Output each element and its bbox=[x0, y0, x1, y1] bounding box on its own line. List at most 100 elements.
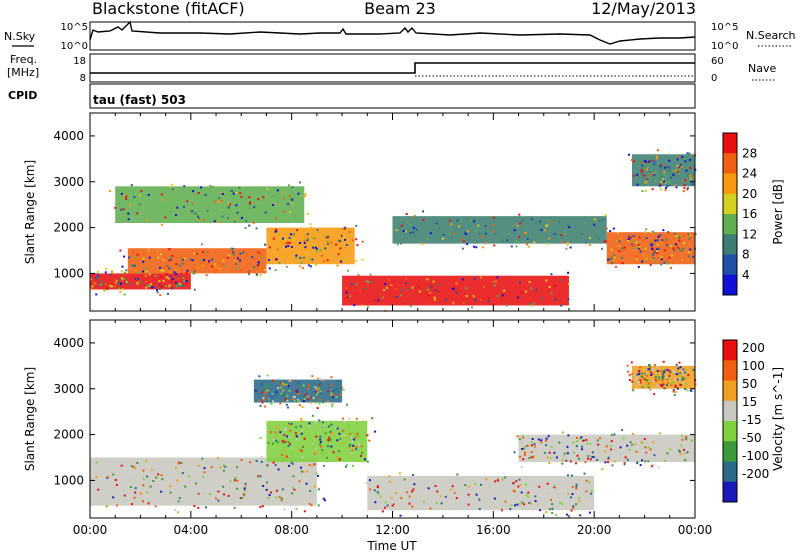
power-speck bbox=[342, 234, 345, 237]
vel-speck bbox=[349, 443, 352, 446]
power-speck bbox=[548, 217, 551, 220]
power-speck bbox=[612, 227, 615, 230]
vel-speck bbox=[474, 482, 477, 485]
power-speck bbox=[567, 298, 570, 301]
power-speck bbox=[569, 246, 572, 249]
vel-speck bbox=[680, 369, 683, 372]
power-speck bbox=[548, 237, 551, 240]
power-speck bbox=[319, 249, 322, 252]
vel-speck bbox=[315, 435, 318, 438]
power-speck bbox=[289, 197, 292, 200]
power-speck bbox=[217, 196, 220, 199]
vel-speck bbox=[531, 437, 534, 440]
vel-speck bbox=[315, 472, 318, 475]
power-speck bbox=[479, 276, 482, 279]
power-speck bbox=[627, 240, 630, 243]
vel-speck bbox=[436, 490, 439, 493]
vel-speck bbox=[548, 451, 551, 454]
vel-speck bbox=[648, 364, 651, 367]
power-speck bbox=[191, 259, 194, 262]
power-speck bbox=[167, 277, 170, 280]
power-speck bbox=[291, 202, 294, 205]
vel-speck bbox=[386, 504, 389, 507]
vel-cbar-tick: 50 bbox=[742, 377, 757, 391]
vel-speck bbox=[468, 485, 471, 488]
power-speck bbox=[472, 245, 475, 248]
power-speck bbox=[659, 188, 662, 191]
power-speck bbox=[268, 246, 271, 249]
vel-speck bbox=[292, 395, 295, 398]
vel-speck bbox=[544, 444, 547, 447]
vel-speck bbox=[545, 491, 548, 494]
vel-speck bbox=[515, 480, 518, 483]
vel-speck bbox=[572, 505, 575, 508]
vel-speck bbox=[660, 384, 663, 387]
vel-speck bbox=[541, 504, 544, 507]
power-speck bbox=[656, 155, 659, 158]
power-speck bbox=[130, 184, 133, 187]
power-speck bbox=[134, 269, 137, 272]
vel-speck bbox=[539, 509, 542, 512]
power-cbar-segment bbox=[723, 254, 737, 276]
vel-speck bbox=[136, 461, 139, 464]
vel-speck bbox=[607, 457, 610, 460]
power-speck bbox=[530, 287, 533, 290]
power-speck bbox=[649, 174, 652, 177]
power-speck bbox=[618, 240, 621, 243]
vel-speck bbox=[388, 480, 391, 483]
power-speck bbox=[169, 284, 172, 287]
power-speck bbox=[253, 206, 256, 209]
vel-speck bbox=[651, 372, 654, 375]
power-speck bbox=[272, 204, 275, 207]
velocity-cbar-label: Velocity [m s^-1] bbox=[771, 367, 785, 471]
vel-speck bbox=[322, 497, 325, 500]
power-speck bbox=[651, 230, 654, 233]
vel-speck bbox=[570, 509, 573, 512]
power-speck bbox=[321, 239, 324, 242]
power-speck bbox=[662, 229, 665, 232]
vel-speck bbox=[177, 462, 180, 465]
vel-speck bbox=[323, 499, 326, 502]
power-speck bbox=[412, 226, 415, 229]
power-speck bbox=[168, 285, 171, 288]
vel-speck bbox=[649, 384, 652, 387]
power-speck bbox=[120, 192, 123, 195]
vel-speck bbox=[342, 417, 345, 420]
power-speck bbox=[340, 234, 343, 237]
vel-speck bbox=[652, 380, 655, 383]
power-cbar-segment bbox=[723, 214, 737, 235]
vel-speck bbox=[467, 493, 470, 496]
power-speck bbox=[326, 240, 329, 243]
power-speck bbox=[677, 168, 680, 171]
power-speck bbox=[642, 174, 645, 177]
vel-speck bbox=[318, 419, 321, 422]
power-speck bbox=[686, 152, 689, 155]
vel-speck bbox=[575, 462, 578, 465]
vel-speck bbox=[284, 500, 287, 503]
vel-cbar-segment bbox=[723, 380, 737, 402]
vel-speck bbox=[290, 422, 293, 425]
vel-speck bbox=[532, 455, 535, 458]
vel-speck bbox=[662, 375, 665, 378]
vel-speck bbox=[551, 503, 554, 506]
vel-speck bbox=[128, 476, 131, 479]
vel-speck bbox=[338, 458, 341, 461]
vel-speck bbox=[224, 465, 227, 468]
vel-speck bbox=[518, 438, 521, 441]
power-speck bbox=[162, 279, 165, 282]
power-speck bbox=[268, 267, 271, 270]
vel-speck bbox=[287, 441, 290, 444]
power-speck bbox=[433, 296, 436, 299]
power-speck bbox=[235, 204, 238, 207]
vel-speck bbox=[559, 501, 562, 504]
power-speck bbox=[438, 227, 441, 230]
power-speck bbox=[136, 283, 139, 286]
vel-speck bbox=[679, 384, 682, 387]
power-speck bbox=[261, 256, 264, 259]
power-speck bbox=[156, 249, 159, 252]
vel-speck bbox=[305, 393, 308, 396]
vel-speck bbox=[653, 454, 656, 457]
power-speck bbox=[544, 229, 547, 232]
vel-speck bbox=[652, 464, 655, 467]
vel-speck bbox=[288, 422, 291, 425]
